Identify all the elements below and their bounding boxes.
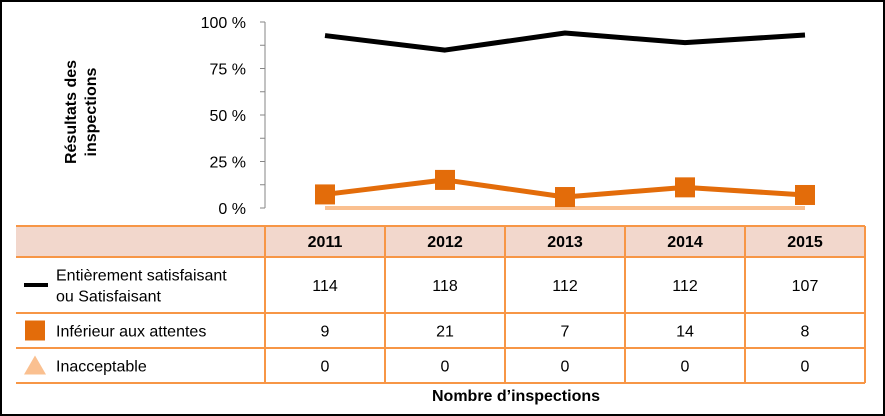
data-point-square — [795, 184, 815, 205]
y-tick-label: 50 % — [210, 108, 246, 125]
table-cell-count: 118 — [432, 278, 458, 295]
table-cell-count: 9 — [321, 324, 330, 341]
table-cell-count: 7 — [561, 324, 570, 341]
table-header-year: 2014 — [667, 234, 703, 251]
y-axis-title-line: Résultats des — [63, 60, 80, 164]
table-header-year: 2012 — [427, 234, 463, 251]
legend-label: Inférieur aux attentes — [56, 324, 206, 341]
data-point-square — [675, 177, 695, 198]
y-tick-label: 25 % — [210, 155, 246, 172]
data-point-square — [315, 184, 335, 205]
y-tick-label: 100 % — [201, 15, 246, 32]
table-cell-count: 21 — [436, 324, 454, 341]
y-axis-title-line: inspections — [83, 67, 100, 156]
table-cell-count: 112 — [552, 278, 578, 295]
data-point-square — [555, 187, 575, 208]
y-tick-label: 75 % — [210, 62, 246, 79]
table-cell-count: 14 — [676, 324, 694, 341]
table-cell-count: 0 — [441, 359, 450, 376]
table-cell-count: 107 — [792, 278, 819, 295]
line-layer — [315, 30, 815, 210]
table-cell-count: 112 — [672, 278, 698, 295]
legend-label: ou Satisfaisant — [56, 289, 162, 306]
label-layer: Résultats des inspections Nombre d’inspect… — [63, 60, 600, 405]
data-table: 2011 2012 2013 2014 2015 Entièrement satisfai… — [16, 225, 866, 384]
table-cell-count: 0 — [321, 359, 330, 376]
legend-label: Inacceptable — [56, 359, 147, 376]
axis-layer: 100 % 75 % 50 % 25 % 0 % — [201, 15, 266, 218]
x-axis-title: Nombre d’inspections — [432, 388, 600, 405]
table-cell-count: 8 — [801, 324, 810, 341]
y-tick-label: 0 % — [218, 201, 246, 218]
table-cell-count: 114 — [312, 278, 338, 295]
table-header-year: 2013 — [547, 234, 583, 251]
table-cell-count: 0 — [561, 359, 570, 376]
y-axis-title: Résultats des inspections — [63, 60, 100, 164]
data-point-square — [435, 169, 455, 190]
table-header-fill — [16, 226, 865, 257]
table-header-year: 2011 — [308, 234, 343, 251]
series-line-1 — [324, 30, 806, 53]
table-header-year: 2015 — [787, 234, 823, 251]
table-cell-count: 0 — [681, 359, 690, 376]
legend-square-key — [25, 320, 45, 341]
legend-label: Entièrement satisfaisant — [56, 268, 227, 285]
table-cell-count: 0 — [801, 359, 810, 376]
legend-triangle-key — [24, 355, 46, 375]
